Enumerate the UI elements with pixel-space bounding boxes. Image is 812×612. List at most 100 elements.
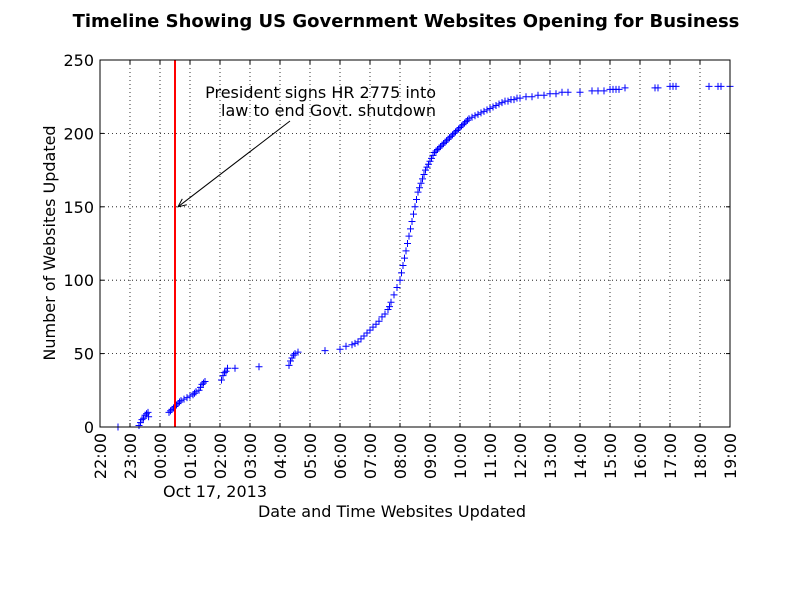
data-point	[534, 91, 542, 99]
data-point	[425, 160, 432, 168]
data-point	[393, 284, 401, 292]
y-axis-ticks: 0 50 100 150 200 250	[63, 51, 730, 437]
data-point	[461, 119, 468, 127]
data-point	[176, 398, 183, 406]
x-tick-label: 02:00	[211, 433, 230, 479]
data-point	[336, 345, 344, 353]
data-point	[510, 96, 518, 104]
data-point	[414, 188, 422, 196]
x-tick-label: 07:00	[361, 433, 380, 479]
x-tick-label: 22:00	[91, 433, 110, 479]
data-point	[384, 306, 392, 314]
data-point	[141, 411, 149, 419]
data-point	[189, 391, 197, 399]
data-point	[401, 254, 408, 262]
data-point	[396, 276, 404, 284]
annotation: President signs HR 2775 into law to end …	[177, 83, 436, 208]
annotation-line-2: law to end Govt. shutdown	[221, 101, 436, 120]
data-point	[386, 303, 393, 311]
data-point	[455, 125, 462, 133]
data-point	[357, 335, 365, 343]
y-tick-label: 50	[74, 345, 94, 364]
data-point	[564, 88, 572, 96]
data-point	[422, 166, 429, 174]
data-point	[428, 154, 435, 162]
data-point	[452, 128, 459, 136]
data-point	[186, 392, 194, 400]
annotation-line-1: President signs HR 2775 into	[205, 83, 436, 102]
data-point	[378, 313, 386, 321]
data-point	[438, 141, 446, 149]
annotation-arrow	[177, 120, 291, 208]
data-point	[594, 87, 602, 95]
data-point	[200, 379, 207, 387]
data-point	[288, 354, 296, 362]
data-point	[135, 422, 143, 430]
data-point	[183, 394, 191, 402]
data-point	[440, 140, 447, 148]
y-axis-label: Number of Websites Updated	[40, 125, 59, 360]
data-point	[522, 93, 530, 101]
data-point	[195, 386, 203, 394]
data-point	[474, 110, 482, 118]
data-point	[615, 85, 623, 93]
data-point	[465, 115, 473, 123]
data-point	[348, 341, 356, 349]
x-tick-label: 15:00	[601, 433, 620, 479]
y-tick-label: 150	[63, 198, 94, 217]
data-point	[447, 132, 455, 140]
chart-title: Timeline Showing US Government Websites …	[73, 11, 740, 32]
data-point	[191, 389, 198, 397]
data-point	[516, 94, 524, 102]
data-point	[177, 397, 185, 405]
data-point	[197, 383, 204, 391]
data-point	[498, 99, 506, 107]
data-point	[219, 372, 227, 380]
data-point	[432, 147, 440, 155]
x-tick-label: 04:00	[271, 433, 290, 479]
data-point	[180, 395, 188, 403]
data-point	[444, 135, 452, 143]
data-point	[672, 82, 680, 90]
data-point	[446, 134, 453, 142]
data-point	[717, 82, 725, 90]
data-point	[456, 124, 464, 132]
data-point	[558, 88, 566, 96]
data-point	[342, 342, 350, 350]
data-point	[576, 88, 584, 96]
x-tick-label: 16:00	[631, 433, 650, 479]
x-tick-label: 19:00	[721, 433, 740, 479]
x-tick-label: 23:00	[121, 433, 140, 479]
data-point	[398, 269, 405, 277]
date-label: Oct 17, 2013	[163, 482, 267, 501]
data-point	[504, 97, 512, 105]
data-point	[450, 129, 458, 137]
data-point	[375, 317, 383, 325]
data-point	[138, 416, 146, 424]
data-point	[552, 90, 560, 98]
data-point	[285, 361, 293, 369]
data-point	[221, 369, 228, 377]
data-point	[705, 82, 713, 90]
x-tick-label: 05:00	[301, 433, 320, 479]
data-points	[114, 82, 734, 431]
data-point	[528, 93, 536, 101]
data-point	[477, 109, 485, 117]
data-point	[462, 118, 470, 126]
data-point	[387, 298, 395, 306]
annotation-arrowhead	[177, 198, 187, 208]
x-tick-label: 13:00	[541, 433, 560, 479]
data-point	[366, 326, 374, 334]
data-point	[434, 146, 441, 154]
data-point	[431, 148, 438, 156]
data-point	[144, 408, 152, 416]
grid	[100, 60, 730, 427]
data-point	[416, 184, 423, 192]
x-tick-label: 01:00	[181, 433, 200, 479]
data-point	[224, 364, 231, 372]
data-point	[231, 364, 239, 372]
x-tick-label: 06:00	[331, 433, 350, 479]
data-point	[369, 323, 377, 331]
data-point	[218, 376, 225, 384]
